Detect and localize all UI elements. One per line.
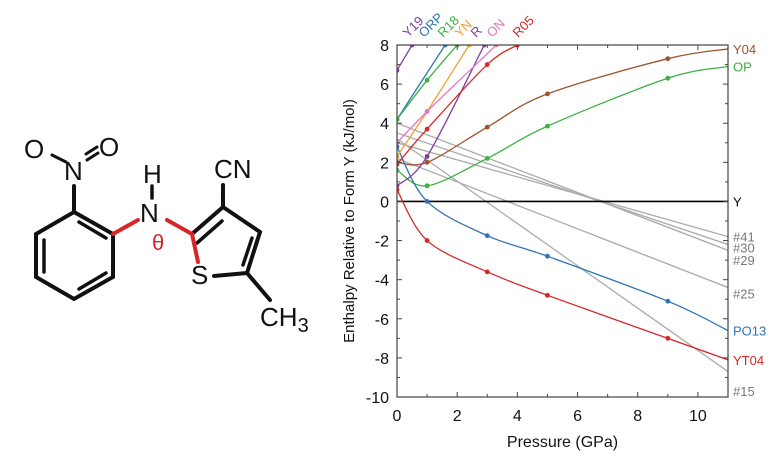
series-label-top: R05 (510, 13, 537, 40)
data-marker (484, 233, 490, 239)
data-marker (665, 335, 671, 341)
y-tick-label: 6 (380, 77, 389, 94)
torsion-bonds (111, 218, 200, 264)
data-marker (424, 154, 430, 159)
y-tick-label: 8 (380, 38, 389, 55)
data-marker (484, 62, 490, 67)
data-marker (424, 109, 430, 114)
series-line-YN (397, 45, 470, 157)
series-line-n25 (397, 157, 728, 289)
group-ch3: CH3 (260, 302, 309, 337)
series-line-n29 (397, 122, 728, 251)
data-marker (665, 56, 671, 62)
series-label-right: YT04 (733, 353, 764, 368)
series-line-n15 (397, 138, 728, 373)
data-marker (424, 199, 430, 204)
data-marker (545, 91, 550, 97)
data-marker (424, 183, 430, 189)
data-marker (424, 159, 430, 165)
data-marker (484, 124, 490, 130)
data-marker (665, 298, 671, 304)
y-tick-label: -10 (366, 390, 389, 407)
y-axis-label: Enthalpy Relative to Form Y (kJ/mol) (341, 99, 358, 343)
atom-h: H (143, 159, 162, 189)
x-tick-label: 6 (573, 408, 582, 425)
y-tick-label: -8 (375, 351, 389, 368)
data-marker (484, 269, 490, 275)
series-label-right: OP (733, 60, 752, 75)
series-label-top: ON (484, 16, 508, 40)
series-label-right: #15 (733, 384, 755, 399)
x-tick-label: 2 (453, 408, 462, 425)
benzene-ring (34, 209, 115, 302)
data-marker (545, 123, 550, 129)
data-marker (424, 238, 430, 243)
series-line-Y19 (397, 45, 413, 71)
x-tick-label: 0 (393, 408, 402, 425)
y-tick-label: 2 (380, 155, 389, 172)
series-label-right: #41 (733, 230, 755, 245)
y-tick-label: 4 (380, 116, 389, 133)
series-line-OP (397, 65, 728, 187)
x-tick-label: 8 (633, 408, 642, 425)
data-marker (665, 75, 671, 81)
atom-s: S (191, 260, 208, 290)
series-line-n41 (397, 142, 728, 238)
series-label-right: #25 (733, 286, 755, 301)
series-label-right: #30 (733, 240, 755, 255)
x-tick-label: 4 (513, 408, 522, 425)
series-label-right: PO13 (733, 324, 766, 339)
series-label-right: Y (733, 194, 742, 209)
data-marker (424, 77, 430, 83)
molecule-structure (34, 145, 272, 302)
series-line-R05 (397, 45, 518, 165)
series-lines (397, 45, 728, 373)
data-marker (545, 253, 550, 259)
x-axis-label: Pressure (GPa) (507, 434, 618, 451)
series-label-right: Y04 (733, 42, 756, 57)
x-tick-label: 10 (689, 408, 707, 425)
series-label-right: #29 (733, 253, 755, 268)
theta-label: θ (152, 230, 164, 255)
group-cn: CN (214, 154, 252, 184)
data-marker (545, 292, 550, 298)
series-line-n30 (397, 132, 728, 246)
atom-n-nitro: N (64, 156, 83, 186)
atom-o-right: O (99, 132, 119, 162)
atom-o-left: O (24, 134, 44, 164)
data-marker (484, 156, 490, 161)
series-line-ON (397, 45, 497, 144)
atom-n-amine: N (140, 198, 159, 228)
y-tick-label: -4 (375, 273, 389, 290)
atom-labels: O N O H N S CN CH3 (24, 132, 309, 337)
plot-frame (396, 44, 729, 398)
y-tick-label: 0 (380, 194, 389, 211)
data-marker (424, 126, 430, 132)
y-tick-label: -2 (375, 234, 389, 251)
y-tick-label: -6 (375, 312, 389, 329)
series-line-ORP (397, 45, 446, 120)
